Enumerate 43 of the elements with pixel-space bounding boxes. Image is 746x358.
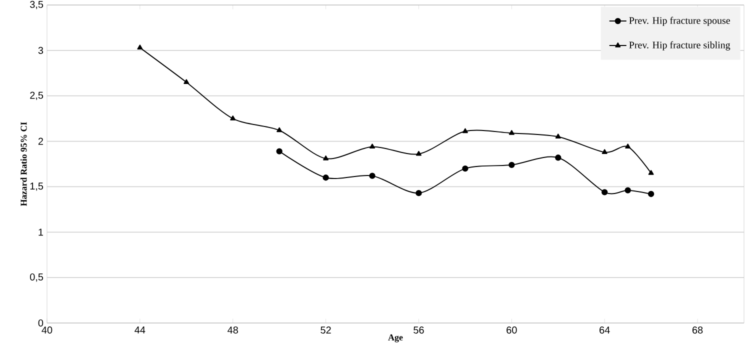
point [462,165,468,172]
x-axis-title: Age [388,334,403,342]
y-tick-label: 1 [38,228,43,236]
y-tick-label: 0,5 [30,273,44,282]
y-tick-label: 2 [38,138,43,145]
point [323,155,329,160]
y-tick-label: 3 [38,46,44,54]
x-tick-label: 40 [42,326,52,334]
point [648,190,654,198]
y-tick-label: 2,5 [30,92,44,100]
point [462,128,468,134]
x-tick-label: 52 [320,326,331,334]
point [602,149,608,154]
x-tick-label: 64 [600,326,610,334]
point [648,170,654,175]
point [230,115,236,120]
x-tick-label: 44 [134,326,146,334]
x-tick-label: 60 [506,326,517,334]
point [416,190,422,196]
point [508,162,515,168]
point [369,172,376,179]
x-tick-label: 48 [228,326,238,334]
point [370,144,376,149]
legend-label: Prev. Hip fracture spouse [629,16,730,26]
x-tick-label: 56 [414,326,424,334]
point [416,150,422,156]
y-tick-label: 1,5 [30,182,44,191]
point [276,148,282,154]
point [625,144,631,149]
y-axis-title: Hazard Ratio 95% CI [20,122,27,206]
point [276,127,282,132]
point [508,130,514,135]
x-tick-label: 68 [692,326,703,334]
point [602,189,608,196]
point [322,174,329,181]
y-tick-label: 0 [38,319,44,327]
point [555,134,561,139]
point [184,79,190,84]
legend-label: Prev. Hip fracture sibling [629,41,730,50]
point [137,44,143,50]
y-tick-label: 3,5 [30,0,44,10]
point [555,154,562,161]
point [624,187,631,194]
